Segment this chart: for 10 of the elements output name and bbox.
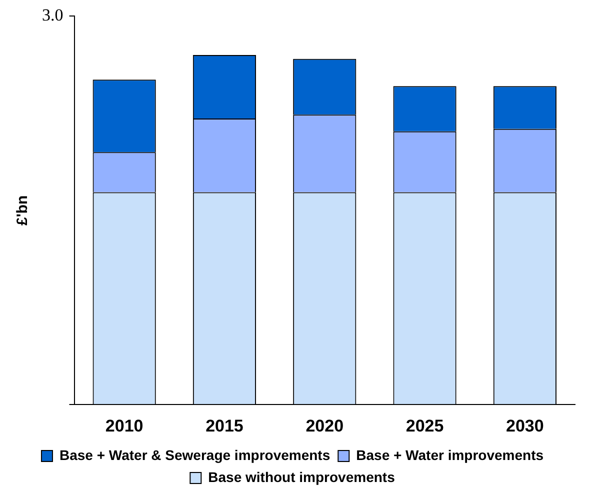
legend-label: Base + Water improvements (356, 446, 544, 463)
legend-label: Base without improvements (208, 468, 396, 485)
y-axis-title: £'bn (14, 195, 32, 226)
x-tick-label: 2020 (306, 416, 344, 436)
x-tick-label: 2030 (506, 416, 544, 436)
x-tick-label: 2025 (406, 416, 444, 436)
x-tick-label: 2010 (105, 416, 144, 436)
legend-label: Base + Water & Sewerage improvements (59, 446, 330, 463)
y-tick-label: 3.0 (42, 6, 64, 25)
x-tick-label: 2015 (206, 416, 244, 436)
